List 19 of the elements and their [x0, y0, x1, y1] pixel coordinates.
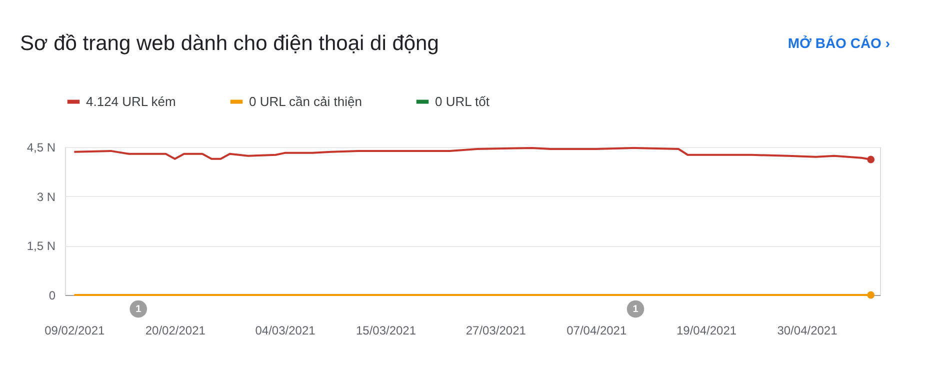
x-tick-label: 07/04/2021 — [566, 324, 627, 338]
x-tick-label: 20/02/2021 — [145, 324, 206, 338]
y-tick-label: 0 — [48, 288, 56, 302]
legend-label: 4.124 URL kém — [86, 94, 176, 109]
text: 1 — [136, 304, 142, 315]
x-tick-label: 15/03/2021 — [356, 324, 416, 338]
y-tick-label: 1,5 N — [26, 239, 56, 254]
y-tick-label: 4,5 N — [26, 140, 56, 154]
y-tick-label: 3 N — [36, 190, 56, 204]
text: MỞ BÁO CÁO › — [788, 35, 890, 51]
legend-label: 0 URL cần cải thiện — [249, 94, 362, 109]
text: 1 — [632, 304, 639, 315]
chart-title: Sơ đồ trang web dành cho điện thoại di động — [20, 32, 439, 55]
x-tick-label: 04/03/2021 — [255, 324, 316, 338]
x-tick-label: 30/04/2021 — [777, 324, 838, 338]
legend-label: 0 URL tốt — [435, 94, 490, 109]
x-tick-label: 27/03/2021 — [466, 324, 526, 338]
x-tick-label: 09/02/2021 — [44, 324, 106, 338]
x-tick-label: 19/04/2021 — [676, 324, 737, 338]
